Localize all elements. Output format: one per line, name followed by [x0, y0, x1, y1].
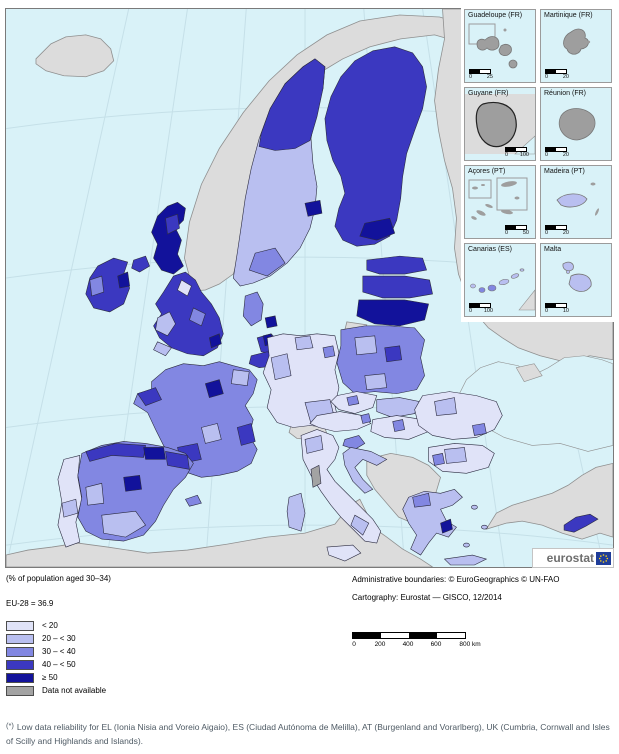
inset-canarias: Canarias (ES) 0 100 [464, 243, 536, 317]
inset-reunion: Réunion (FR) 0 20 [540, 87, 612, 161]
inset-scale-bar: 0 100 [505, 147, 531, 158]
inset-scale-bar: 0 20 [545, 69, 571, 80]
cyprus [563, 513, 599, 533]
inset-madeira: Madeira (PT) 0 20 [540, 165, 612, 239]
eurostat-logo: eurostat [532, 548, 614, 568]
inset-scale-bar: 0 10 [545, 303, 571, 314]
inset-label: Guyane (FR) [468, 90, 509, 97]
inset-label: Canarias (ES) [468, 246, 512, 253]
footnote-marker: (*) [6, 721, 14, 730]
malta-map [562, 261, 592, 292]
guyane-map [465, 94, 535, 155]
canarias-map [470, 268, 535, 311]
legend-row: 30 – < 40 [6, 645, 106, 658]
inset-label: Réunion (FR) [544, 90, 587, 97]
eu-regions [57, 46, 599, 566]
footnote-text: Low data reliability for EL (Ionia Nisia… [6, 722, 610, 746]
norway [184, 14, 467, 292]
inset-acores: Açores (PT) 0 50 [464, 165, 536, 239]
legend-swatch-30-40 [6, 646, 34, 657]
legend-row: 20 – < 30 [6, 632, 106, 645]
inset-martinique: Martinique (FR) 0 20 [540, 9, 612, 83]
eu28-value: EU-28 = 36.9 [6, 599, 54, 608]
legend-label: ≥ 50 [42, 673, 58, 682]
legend-label: 30 – < 40 [42, 647, 76, 656]
footnote: (*) Low data reliability for EL (Ionia Ni… [6, 719, 612, 748]
attribution-cartography: Cartography: Eurostat — GISCO, 12/2014 [352, 593, 502, 602]
inset-label: Malta [544, 246, 562, 253]
corsica-no-data [310, 464, 322, 488]
madeira-map [556, 182, 600, 216]
inset-scale-bar: 0 20 [545, 147, 571, 158]
attribution-boundaries: Administrative boundaries: © EuroGeograp… [352, 575, 560, 584]
inset-scale-bar: 0 25 [469, 69, 495, 80]
inset-scale-bar: 0 20 [545, 225, 571, 236]
reunion-map [558, 108, 596, 141]
north-africa [6, 498, 434, 567]
legend-label: 40 – < 50 [42, 660, 76, 669]
turkey [485, 462, 613, 540]
eu-flag-icon [596, 551, 611, 565]
acores-map [468, 177, 528, 220]
inset-label: Açores (PT) [468, 168, 506, 175]
inset-scale-bar: 0 50 [505, 225, 531, 236]
legend-swatch-20-30 [6, 633, 34, 644]
legend-row: < 20 [6, 619, 106, 632]
inset-scale-bar: 0 100 [469, 303, 495, 314]
legend-label: Data not available [42, 686, 107, 695]
legend-swatch-40-50 [6, 659, 34, 670]
crimea [515, 363, 543, 383]
inset-guadeloupe: Guadeloupe (FR) 0 25 [464, 9, 536, 83]
map-subtitle: (% of population aged 30–34) [6, 574, 111, 583]
inset-malta: Malta 0 10 [540, 243, 612, 317]
legend-label: < 20 [42, 621, 58, 630]
scale-bar-ticks: 0 200 400 600 800 km [352, 641, 481, 648]
scale-bar-segments [352, 632, 466, 639]
guadeloupe-map [468, 23, 518, 69]
legend-swatch-no-data [6, 685, 34, 696]
eurostat-wordmark: eurostat [546, 551, 594, 565]
legend-row: ≥ 50 [6, 671, 106, 684]
legend-swatch-gte50 [6, 672, 34, 683]
iceland [35, 34, 115, 78]
legend-swatch-lt20 [6, 620, 34, 631]
legend-row: Data not available [6, 684, 106, 697]
map-scale-bar: 0 200 400 600 800 km [352, 632, 482, 650]
legend-row: 40 – < 50 [6, 658, 106, 671]
martinique-map [563, 28, 591, 55]
inset-guyane: Guyane (FR) 0 100 [464, 87, 536, 161]
inset-label: Guadeloupe (FR) [468, 12, 523, 19]
legend-label: 20 – < 30 [42, 634, 76, 643]
inset-label: Madeira (PT) [544, 168, 585, 175]
map-legend: < 20 20 – < 30 30 – < 40 40 – < 50 ≥ 50 … [6, 619, 106, 697]
inset-label: Martinique (FR) [544, 12, 593, 19]
